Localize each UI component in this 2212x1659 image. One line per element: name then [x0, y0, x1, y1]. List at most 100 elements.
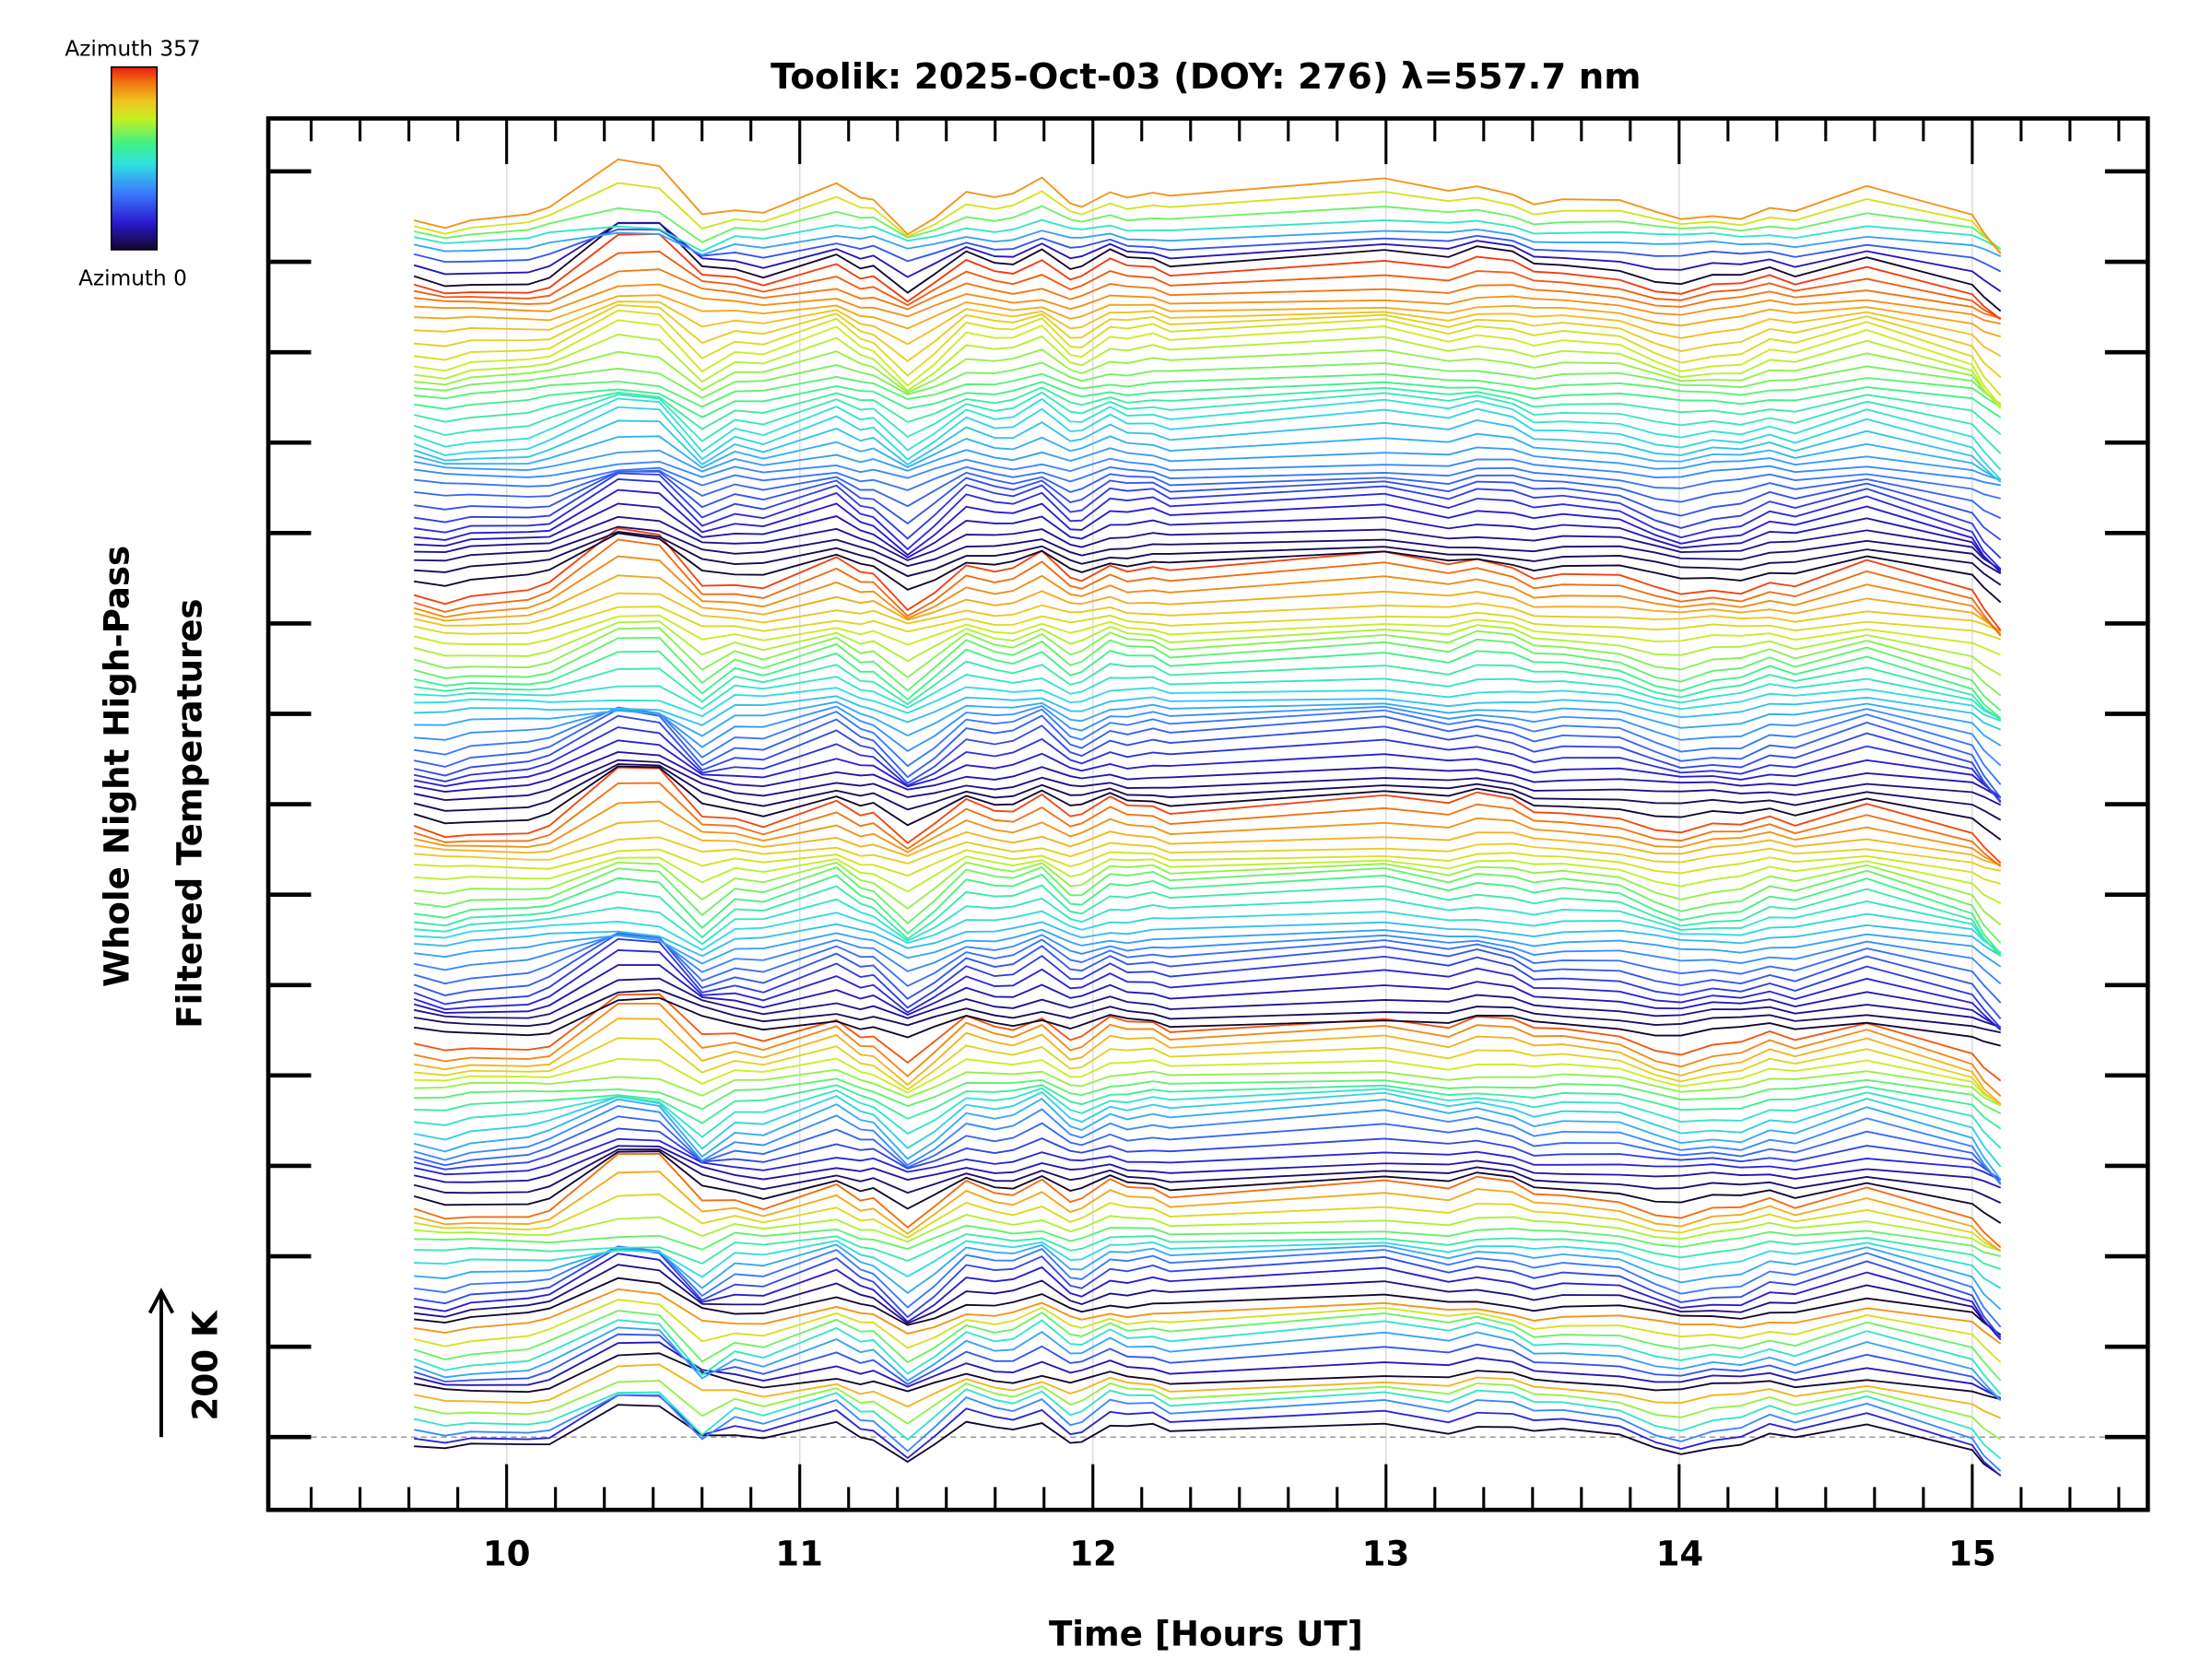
- trace-line: [414, 660, 2002, 721]
- traces: [413, 158, 2002, 1477]
- trace-line: [414, 300, 2002, 358]
- colorbar-top-label: Azimuth 357: [65, 36, 200, 61]
- trace-line: [414, 218, 2002, 253]
- trace-line: [413, 620, 2002, 677]
- trace-line: [414, 1240, 2002, 1289]
- trace-line: [413, 419, 2002, 483]
- trace-line: [414, 836, 2001, 872]
- trace-line: [413, 386, 2002, 436]
- trace-line: [414, 1193, 2002, 1252]
- trace-line: [413, 1299, 2002, 1363]
- trace-line: [413, 993, 2002, 1082]
- trace-line: [413, 800, 2002, 866]
- trace-line: [414, 309, 2002, 396]
- trace-line: [414, 673, 2002, 720]
- trace-line: [414, 861, 2002, 926]
- trace-line: [413, 627, 2002, 697]
- trace-line: [413, 606, 2001, 641]
- x-tick-label: 10: [483, 1535, 531, 1574]
- trace-line: [414, 934, 2002, 985]
- trace-line: [414, 381, 2002, 418]
- trace-line: [414, 1253, 2002, 1341]
- trace-line: [413, 1137, 2002, 1182]
- trace-line: [414, 525, 2002, 575]
- trace-line: [414, 706, 2002, 785]
- trace-line: [413, 229, 2002, 257]
- trace-line: [414, 751, 2002, 799]
- trace-line: [414, 884, 2002, 958]
- trace-line: [414, 700, 2002, 747]
- trace-line: [413, 574, 2002, 632]
- trace-line: [413, 1326, 2002, 1401]
- trace-line: [414, 921, 2002, 958]
- trace-line: [413, 1319, 2002, 1395]
- trace-line: [414, 1214, 2001, 1253]
- trace-line: [413, 406, 2002, 481]
- trace-line: [413, 1148, 2002, 1204]
- plot-frame: [265, 116, 2150, 1512]
- trace-line: [414, 268, 2001, 320]
- scale-bar-arrowhead-icon: [147, 1288, 175, 1314]
- trace-line: [413, 1310, 2002, 1382]
- chart-title: Toolik: 2025-Oct-03 (DOY: 276) λ=557.7 n…: [771, 56, 1641, 98]
- trace-line: [413, 555, 2002, 636]
- trace-line: [414, 515, 2002, 571]
- trace-line: [414, 1057, 2002, 1105]
- trace-line: [413, 1388, 2002, 1460]
- trace-line: [414, 470, 2002, 541]
- trace-line: [414, 361, 2002, 406]
- trace-line: [413, 636, 2002, 712]
- trace-line: [413, 397, 2002, 471]
- trace-line: [413, 538, 2002, 637]
- trace-line: [413, 932, 2002, 1004]
- trace-line: [413, 233, 2002, 321]
- trace-line: [414, 348, 2002, 407]
- scale-bar-label: 200 K: [185, 1310, 225, 1420]
- x-tick-label: 13: [1362, 1535, 1410, 1574]
- trace-line: [413, 527, 2002, 631]
- y-axis-label-line1: Whole Night High-Pass: [97, 546, 136, 987]
- trace-line: [413, 765, 2002, 841]
- trace-line: [414, 333, 2002, 409]
- trace-line: [413, 1003, 2002, 1098]
- trace-line: [414, 1277, 2002, 1335]
- grid: [505, 123, 1973, 1506]
- trace-line: [414, 873, 2002, 955]
- trace-line: [414, 865, 2002, 944]
- trace-line: [413, 763, 2002, 821]
- x-tick-label: 11: [775, 1535, 823, 1574]
- trace-line: [414, 502, 2002, 572]
- trace-line: [413, 1150, 2002, 1224]
- trace-line: [413, 614, 2002, 656]
- trace-line: [414, 1018, 2002, 1105]
- trace-line: [413, 592, 2002, 633]
- trace-line: [414, 294, 2001, 338]
- trace-line: [413, 1105, 2002, 1185]
- y-axis-label-line2: Filtered Temperatures: [170, 598, 209, 1028]
- trace-line: [413, 205, 2002, 250]
- trace-line: [414, 1264, 2002, 1338]
- trace-line: [414, 686, 2002, 722]
- trace-line: [414, 283, 2001, 325]
- trace-line: [414, 457, 2001, 487]
- trace-line: [413, 766, 2002, 865]
- trace-line: [413, 977, 2001, 1029]
- colorbar: [110, 66, 159, 251]
- trace-line: [413, 1152, 2002, 1249]
- trace-line: [414, 472, 2002, 559]
- trace-line: [414, 303, 2002, 379]
- trace-line: [413, 1127, 2002, 1181]
- trace-line: [414, 739, 2002, 799]
- x-tick-label: 14: [1656, 1535, 1704, 1574]
- trace-line: [414, 1404, 2002, 1477]
- trace-line: [414, 1288, 2002, 1345]
- trace-line: [414, 708, 2002, 799]
- trace-line: [414, 759, 2002, 806]
- trace-line: [413, 1145, 2002, 1189]
- trace-line: [414, 819, 2001, 866]
- trace-line: [413, 1097, 2002, 1181]
- trace-line: [413, 1333, 2002, 1402]
- trace-line: [413, 964, 2002, 1030]
- trace-line: [414, 250, 2002, 320]
